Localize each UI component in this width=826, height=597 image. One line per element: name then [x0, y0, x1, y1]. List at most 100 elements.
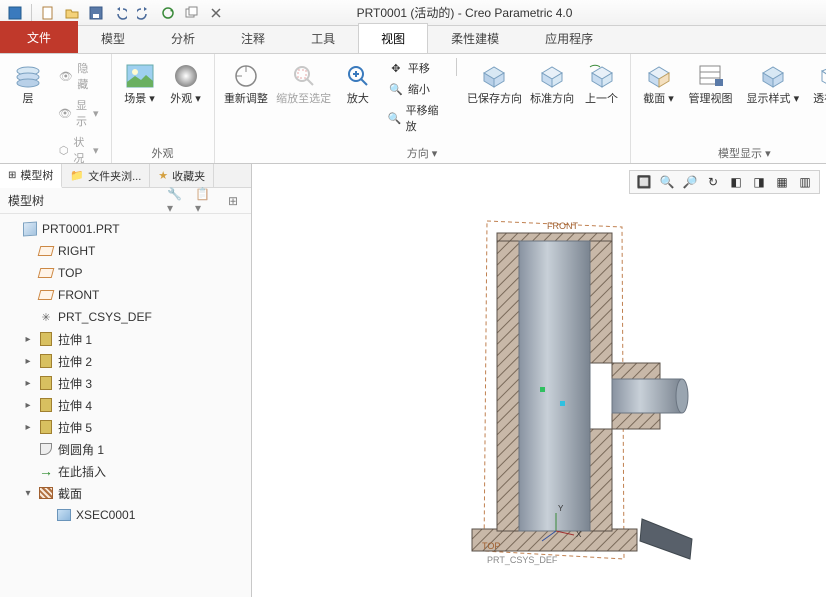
tab-folder-label: 文件夹浏...: [88, 168, 141, 184]
layer-button[interactable]: 层: [8, 58, 48, 109]
tree-root[interactable]: PRT0001.PRT: [0, 218, 251, 240]
top-label: TOP: [58, 266, 82, 280]
disp-style-button[interactable]: 显示样式 ▾: [743, 58, 804, 109]
zoomin-button[interactable]: 🔍: [657, 173, 677, 191]
group-appearance-label: 外观: [120, 143, 206, 161]
persp-label: 透视图: [813, 93, 826, 106]
sidebar-tabs: ⊞模型树 📁文件夹浏... ★收藏夹: [0, 164, 251, 188]
tree-top[interactable]: TOP: [0, 262, 251, 284]
insert-label: 在此插入: [58, 463, 106, 480]
std-orient-button[interactable]: 标准方向: [529, 58, 576, 109]
zoom-in-button[interactable]: 放大: [338, 58, 378, 109]
saved-label: 已保存方向: [467, 93, 522, 106]
tree-csys[interactable]: ✳PRT_CSYS_DEF: [0, 306, 251, 328]
tree-tool-3[interactable]: ⊞: [223, 192, 243, 210]
layer-label: 层: [23, 93, 34, 106]
pan-button[interactable]: ✥平移: [384, 58, 448, 78]
scene-button[interactable]: 场景 ▾: [120, 58, 160, 109]
zoom-out-label: 缩小: [408, 81, 430, 97]
zoom-out-button[interactable]: 🔍缩小: [384, 79, 448, 99]
tab-file[interactable]: 文件: [0, 21, 78, 53]
close-button[interactable]: [205, 3, 227, 23]
saved-orient-button[interactable]: 已保存方向: [466, 58, 523, 109]
zoom-in-label: 放大: [347, 93, 369, 106]
tab-flex[interactable]: 柔性建模: [428, 23, 522, 53]
ext3-label: 拉伸 3: [58, 375, 92, 392]
ext2-label: 拉伸 2: [58, 353, 92, 370]
tab-fav-label: 收藏夹: [172, 168, 205, 184]
pan-zoom-button[interactable]: 🔍平移缩放: [384, 100, 448, 136]
tree-xsec[interactable]: XSEC0001: [0, 504, 251, 526]
group-visibility: 层 👁隐藏 👁显示 ▾ ⬡状况 ▾ 可见性: [0, 54, 112, 163]
save-button[interactable]: [85, 3, 107, 23]
pan-zoom-label: 平移缩放: [406, 102, 444, 134]
round-label: 倒圆角 1: [58, 441, 104, 458]
section-button[interactable]: 截面 ▾: [639, 58, 679, 109]
tree-right[interactable]: RIGHT: [0, 240, 251, 262]
disp1-button[interactable]: ◧: [726, 173, 746, 191]
tab-annotate[interactable]: 注释: [218, 23, 288, 53]
disp2-button[interactable]: ◨: [749, 173, 769, 191]
disp3-button[interactable]: ▦: [772, 173, 792, 191]
tree-insert[interactable]: →在此插入: [0, 460, 251, 482]
tab-analysis[interactable]: 分析: [148, 23, 218, 53]
redo-button[interactable]: [133, 3, 155, 23]
prev-orient-button[interactable]: 上一个: [582, 58, 622, 109]
section-label: 截面: [643, 93, 665, 105]
reorient-label: 重新调整: [224, 93, 268, 106]
tree-ext5[interactable]: ▸拉伸 5: [0, 416, 251, 438]
ribbon-tabs: 文件 模型 分析 注释 工具 视图 柔性建模 应用程序: [0, 26, 826, 54]
separator: [31, 4, 32, 22]
regenerate-button[interactable]: [157, 3, 179, 23]
tree-ext4[interactable]: ▸拉伸 4: [0, 394, 251, 416]
group-orientation: 重新调整 缩放至选定 放大 ✥平移 🔍缩小 🔍平移缩放 已保存方向: [215, 54, 631, 163]
view-mgr-button[interactable]: 管理视图: [685, 58, 737, 109]
hide-button[interactable]: 👁隐藏: [54, 58, 103, 94]
zoom-sel-button[interactable]: 缩放至选定: [275, 58, 332, 109]
tree-ext2[interactable]: ▸拉伸 2: [0, 350, 251, 372]
csys-label: PRT_CSYS_DEF: [58, 310, 152, 324]
pan-label: 平移: [408, 60, 430, 76]
persp-button[interactable]: 透视图: [809, 58, 826, 109]
tree-round[interactable]: 倒圆角 1: [0, 438, 251, 460]
zoomout-button[interactable]: 🔎: [680, 173, 700, 191]
svg-text:PRT_CSYS_DEF: PRT_CSYS_DEF: [487, 555, 558, 565]
tree-front[interactable]: FRONT: [0, 284, 251, 306]
repaint-button[interactable]: ↻: [703, 173, 723, 191]
work-area: ⊞模型树 📁文件夹浏... ★收藏夹 模型树 🔧▾ 📋▾ ⊞ PRT0001.P…: [0, 164, 826, 597]
tree-tool-2[interactable]: 📋▾: [195, 192, 215, 210]
tree-ext1[interactable]: ▸拉伸 1: [0, 328, 251, 350]
svg-text:FRONT: FRONT: [547, 221, 578, 231]
ext5-label: 拉伸 5: [58, 419, 92, 436]
tab-favorites[interactable]: ★收藏夹: [150, 164, 214, 187]
status-button[interactable]: ⬡状况 ▾: [54, 132, 103, 168]
show-button[interactable]: 👁显示 ▾: [54, 95, 103, 131]
tree-header-label: 模型树: [8, 192, 44, 209]
undo-button[interactable]: [109, 3, 131, 23]
viewport[interactable]: 🔲 🔍 🔎 ↻ ◧ ◨ ▦ ▥: [252, 164, 826, 597]
front-label: FRONT: [58, 288, 99, 302]
tab-app[interactable]: 应用程序: [522, 23, 616, 53]
tree-ext3[interactable]: ▸拉伸 3: [0, 372, 251, 394]
app-menu-button[interactable]: [4, 3, 26, 23]
look-label: 外观: [170, 93, 192, 105]
tab-tools[interactable]: 工具: [288, 23, 358, 53]
quick-access-toolbar: [4, 3, 227, 23]
reorient-button[interactable]: 重新调整: [223, 58, 270, 109]
windows-button[interactable]: [181, 3, 203, 23]
look-button[interactable]: 外观 ▾: [166, 58, 206, 109]
refit-button[interactable]: 🔲: [634, 173, 654, 191]
new-button[interactable]: [37, 3, 59, 23]
tree-header: 模型树 🔧▾ 📋▾ ⊞: [0, 188, 251, 214]
tab-tree-label: 模型树: [20, 167, 53, 183]
open-button[interactable]: [61, 3, 83, 23]
style-label: 显示样式: [747, 93, 791, 105]
tree-tool-1[interactable]: 🔧▾: [167, 192, 187, 210]
tab-model[interactable]: 模型: [78, 23, 148, 53]
tab-view[interactable]: 视图: [358, 23, 428, 53]
sidebar: ⊞模型树 📁文件夹浏... ★收藏夹 模型树 🔧▾ 📋▾ ⊞ PRT0001.P…: [0, 164, 252, 597]
right-label: RIGHT: [58, 244, 95, 258]
view-toolbar: 🔲 🔍 🔎 ↻ ◧ ◨ ▦ ▥: [629, 170, 820, 194]
tree-section[interactable]: ▾截面: [0, 482, 251, 504]
disp4-button[interactable]: ▥: [795, 173, 815, 191]
